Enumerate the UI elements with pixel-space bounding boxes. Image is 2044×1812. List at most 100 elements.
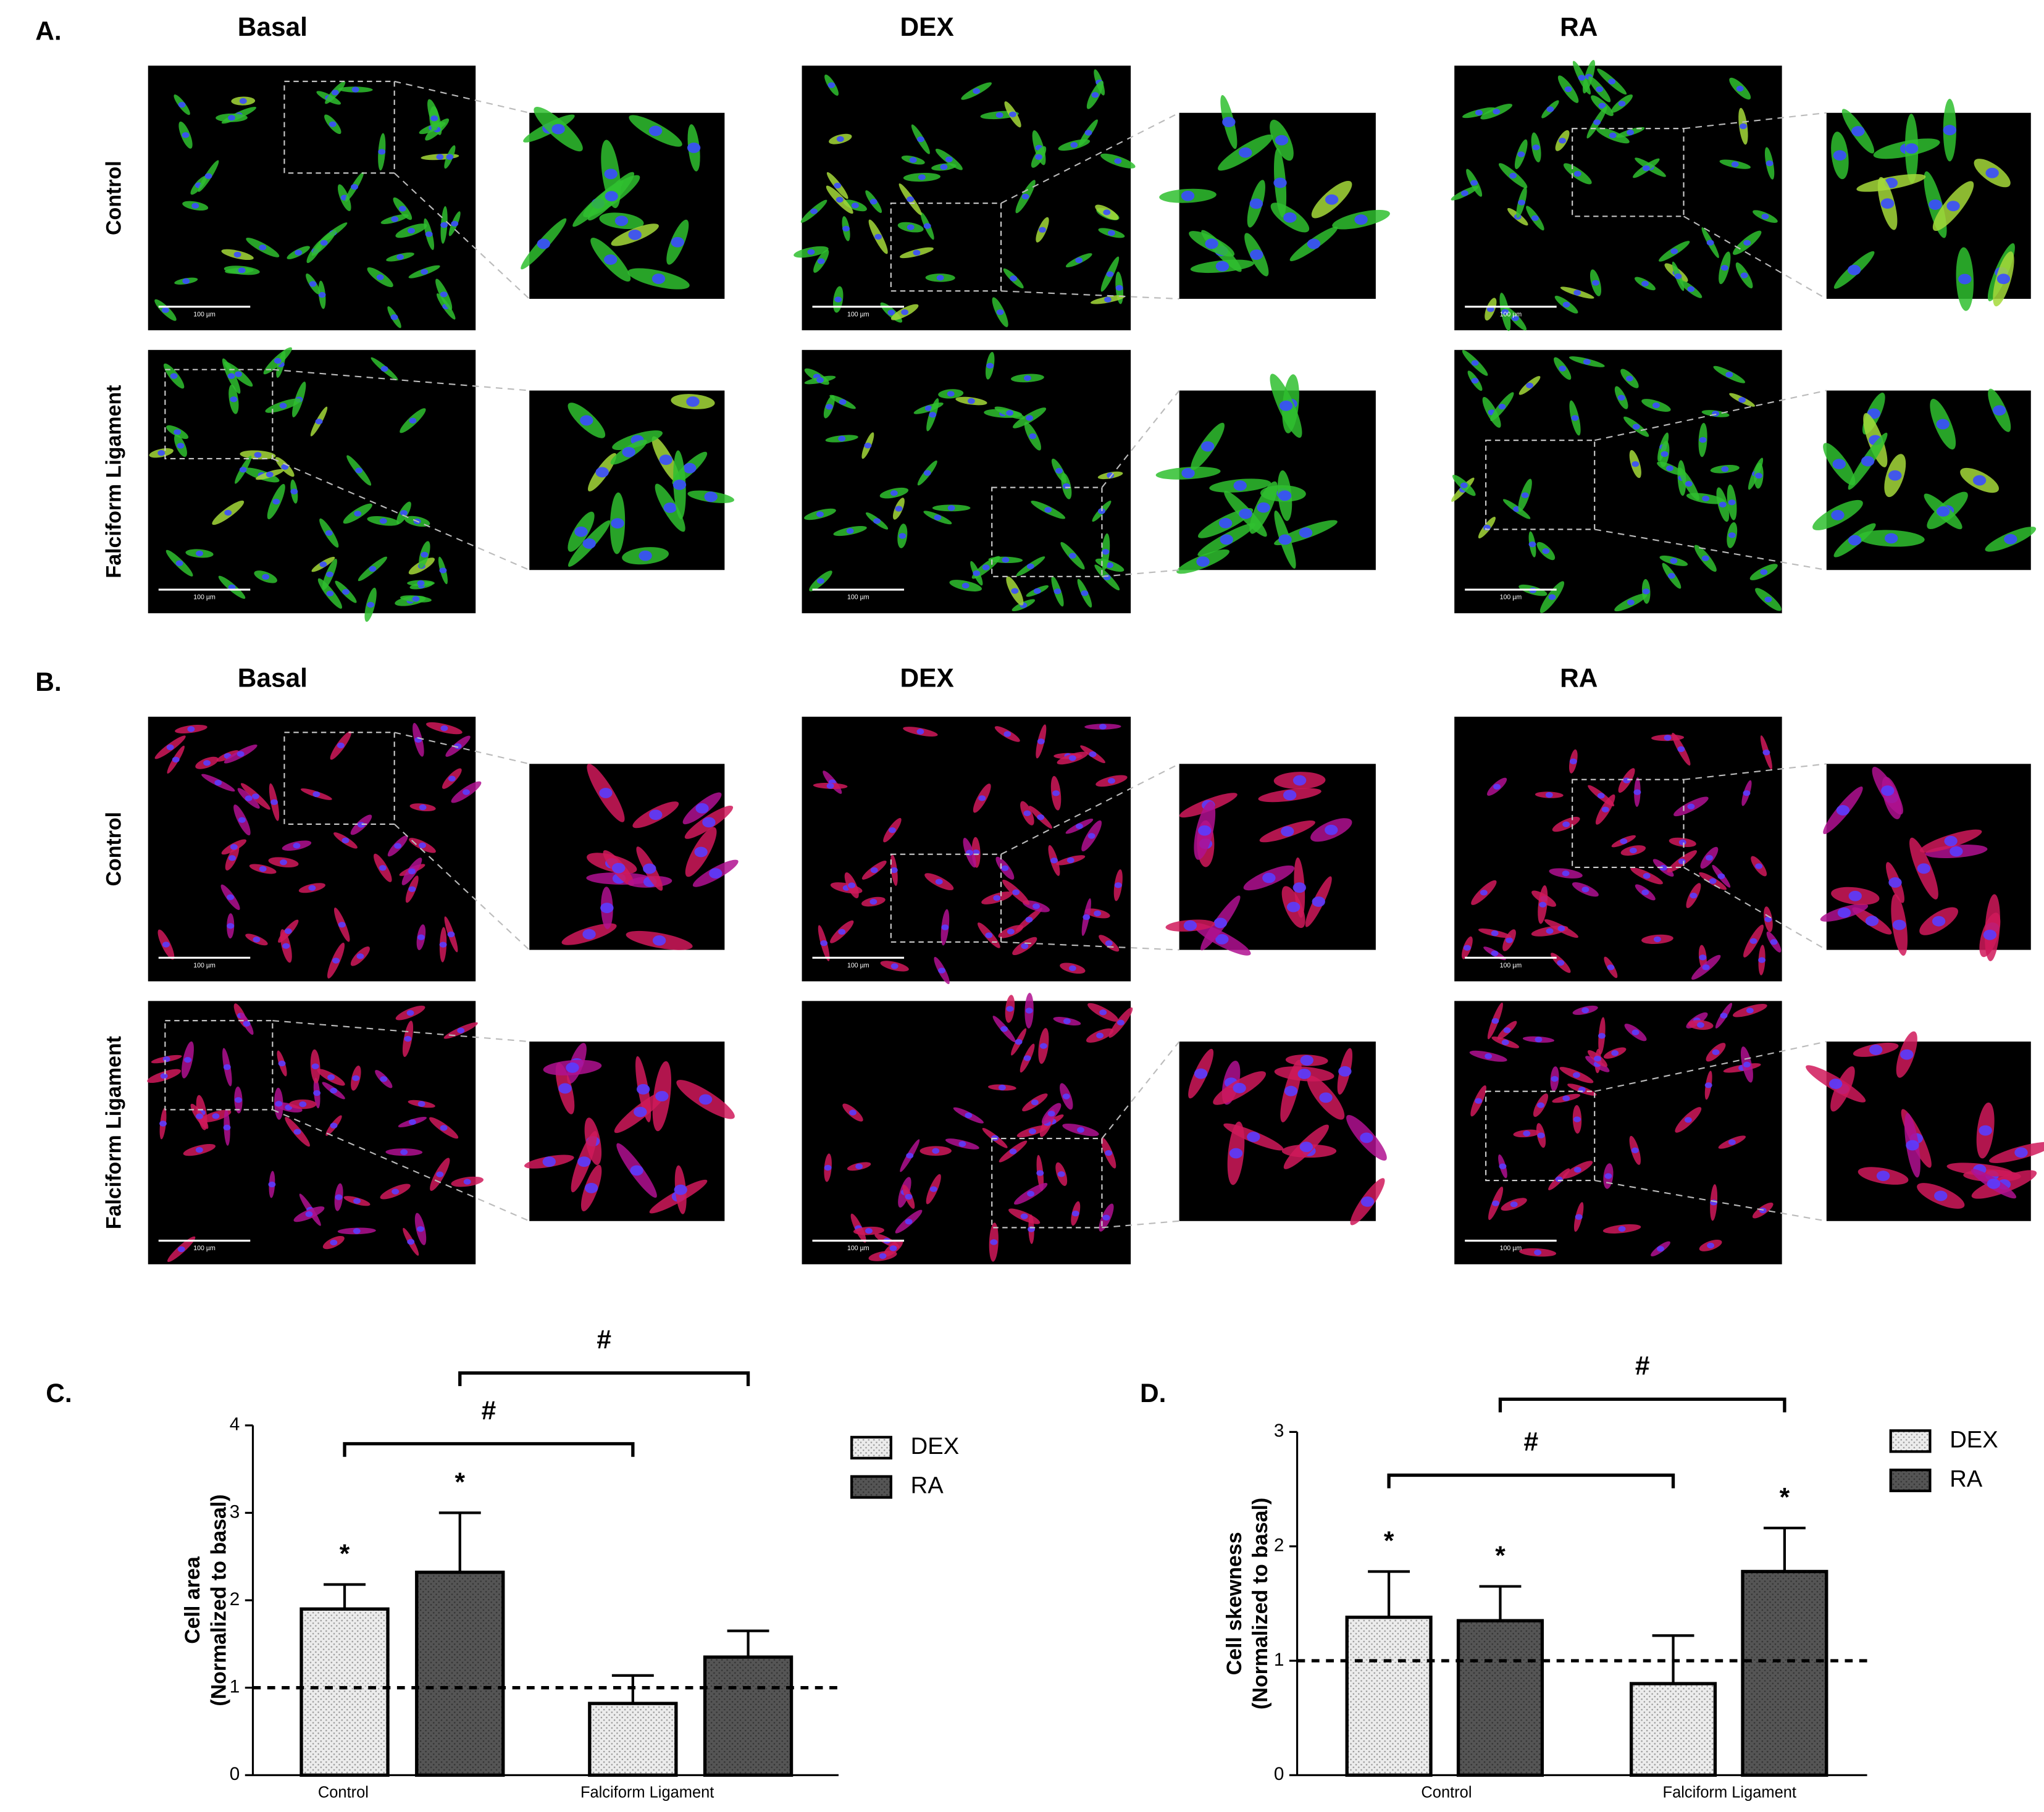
cell-nucleus (1517, 151, 1525, 157)
cell-nucleus (1006, 410, 1014, 416)
cell-nucleus (238, 267, 246, 273)
cell-nucleus (1103, 209, 1111, 215)
cell-nucleus (259, 866, 267, 872)
cell-nucleus (834, 182, 842, 189)
cell-nucleus (1102, 1214, 1110, 1221)
cell-nucleus (1950, 846, 1963, 857)
cell-nucleus (1044, 507, 1052, 513)
cell-nucleus (1033, 588, 1041, 594)
cell-nucleus (1239, 147, 1252, 158)
cell-nucleus (817, 258, 825, 264)
cell-nucleus (1643, 873, 1651, 879)
cell-nucleus (1652, 402, 1660, 409)
cell-nucleus (1009, 111, 1017, 117)
cell-nucleus (1531, 215, 1539, 222)
cell-nucleus (1721, 466, 1729, 472)
y-tick-label: 1 (230, 1677, 240, 1697)
cell-nucleus (1029, 433, 1037, 440)
cell-nucleus (417, 934, 425, 940)
cell-nucleus (1685, 481, 1693, 487)
cell-nucleus (1070, 142, 1078, 148)
cell-nucleus (1535, 1037, 1543, 1043)
zoom-region (164, 1020, 274, 1111)
cell-nucleus (1523, 1130, 1531, 1137)
cell-nucleus (986, 362, 994, 369)
cell-nucleus (440, 725, 448, 732)
cell-nucleus (1625, 375, 1633, 382)
cell-nucleus (293, 1129, 301, 1135)
cell-nucleus (945, 156, 953, 162)
cell-nucleus (839, 399, 847, 405)
cell-cluster (1188, 1048, 1387, 1225)
cell-nucleus (1249, 198, 1263, 209)
cell-nucleus (810, 208, 818, 214)
cell-nucleus (687, 143, 701, 153)
cell-nucleus (1996, 273, 2011, 285)
cell-nucleus (1066, 857, 1074, 864)
cell-nucleus (702, 817, 716, 828)
cell-nucleus (1993, 405, 2006, 416)
x-tick-label: Control (1421, 1784, 1472, 1802)
cell-nucleus (1534, 1249, 1542, 1256)
cell-nucleus (1575, 1214, 1583, 1220)
cell-nucleus (319, 561, 327, 567)
cell-nucleus (1205, 238, 1218, 249)
cell-cluster (1165, 772, 1352, 956)
cell-nucleus (330, 1239, 338, 1246)
cell-nucleus (816, 377, 824, 383)
y-tick-label: 2 (230, 1589, 240, 1610)
zoom-inset (529, 390, 725, 570)
cell-nucleus (227, 894, 235, 900)
cell-nucleus (162, 941, 170, 948)
bar (415, 1571, 505, 1777)
cell-nucleus (353, 1228, 361, 1234)
cell-nucleus (628, 229, 642, 240)
cell-nucleus (890, 490, 898, 496)
cell-nucleus (1006, 1006, 1014, 1012)
cell-nucleus (855, 1163, 863, 1169)
cell-nucleus (1198, 825, 1212, 836)
cell-nucleus (1052, 790, 1060, 796)
cell-nucleus (1604, 1173, 1612, 1179)
cell-nucleus (305, 1211, 313, 1217)
cell-nucleus (1755, 863, 1763, 869)
cell-nucleus (935, 879, 943, 885)
cell-nucleus (1709, 878, 1717, 884)
micrograph (148, 1001, 476, 1264)
cell-nucleus (170, 373, 178, 379)
cell-nucleus (1731, 161, 1739, 167)
cell-nucleus (918, 174, 926, 180)
cell-nucleus (1200, 441, 1215, 452)
cell-nucleus (1559, 365, 1567, 372)
cell-nucleus (440, 1125, 448, 1131)
cell-nucleus (1021, 193, 1029, 200)
cell-nucleus (1091, 92, 1099, 98)
bar (299, 1607, 390, 1777)
cell-nucleus (1084, 130, 1092, 136)
cell-cluster (524, 1043, 735, 1214)
cell-nucleus (272, 498, 280, 505)
cell-nucleus (1578, 75, 1586, 81)
cell-nucleus (1760, 569, 1768, 575)
cell-nucleus (1213, 917, 1227, 929)
cell-nucleus (412, 596, 420, 602)
cell-nucleus (1571, 415, 1579, 421)
cell-nucleus (1475, 109, 1483, 116)
cell-cluster (1451, 350, 1782, 613)
cell-nucleus (355, 467, 363, 474)
cell-nucleus (1598, 1033, 1606, 1039)
cell-nucleus (351, 86, 359, 93)
cell-nucleus (1707, 1242, 1715, 1249)
y-tick-label: 3 (1274, 1421, 1284, 1441)
cell-nucleus (430, 115, 438, 122)
cell-nucleus (1510, 1201, 1518, 1208)
panel-label: B. (35, 667, 61, 696)
cell-nucleus (390, 314, 398, 320)
cell-nucleus (1102, 549, 1110, 555)
bar (1456, 1619, 1544, 1777)
legend-swatch (850, 1475, 892, 1499)
cell-nucleus (851, 202, 859, 209)
cell-nucleus (1670, 557, 1678, 564)
cell-nucleus (440, 222, 448, 228)
